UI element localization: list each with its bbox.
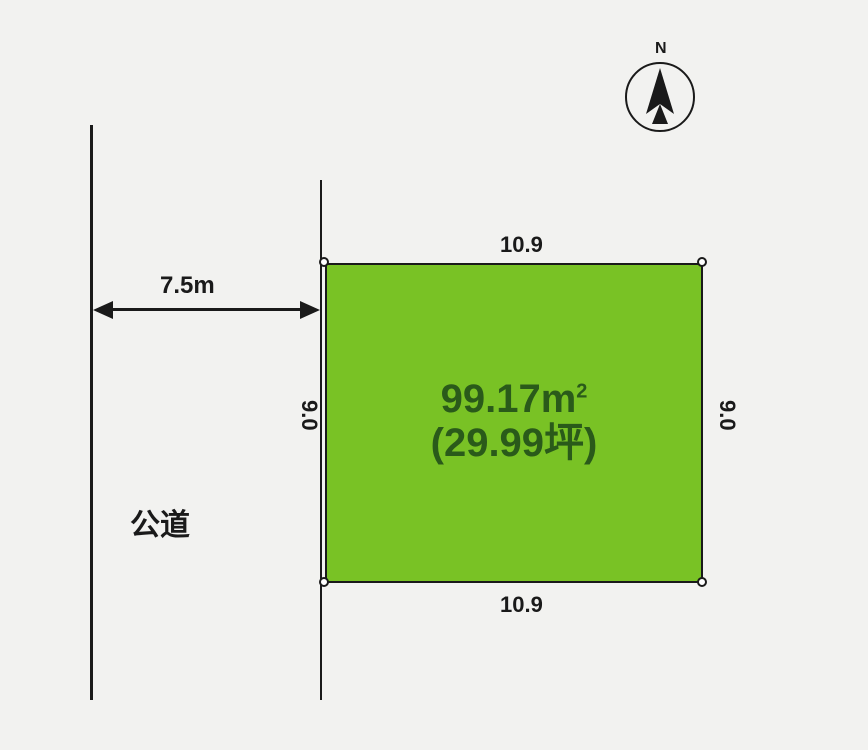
plot-area-unit-base: m: [541, 377, 577, 421]
corner-marker-br: [697, 577, 707, 587]
plot-area-line2: (29.99坪): [431, 421, 598, 465]
compass-n-label: N: [655, 40, 667, 58]
dim-right: 9.0: [714, 400, 740, 431]
compass: N: [620, 40, 700, 140]
plot-area-unit-sup: 2: [576, 381, 587, 403]
compass-arrow-icon: [641, 68, 679, 126]
road-line-left: [90, 125, 93, 700]
road-width-arrow-line: [110, 308, 300, 311]
road-label: 公道: [130, 500, 190, 544]
corner-marker-bl: [319, 577, 329, 587]
corner-marker-tr: [697, 257, 707, 267]
dim-top: 10.9: [500, 232, 543, 258]
plot-area-label: 99.17m2 (29.99坪): [431, 377, 598, 465]
road-width-arrow-right-icon: [300, 301, 320, 319]
corner-marker-tl: [319, 257, 329, 267]
road-width-label: 7.5m: [160, 272, 215, 300]
dim-left: 9.0: [296, 400, 322, 431]
plot-area-line1: 99.17m2: [431, 377, 598, 421]
land-plot: 99.17m2 (29.99坪): [325, 263, 703, 583]
dim-bottom: 10.9: [500, 592, 543, 618]
plot-area-value: 99.17: [441, 377, 541, 421]
